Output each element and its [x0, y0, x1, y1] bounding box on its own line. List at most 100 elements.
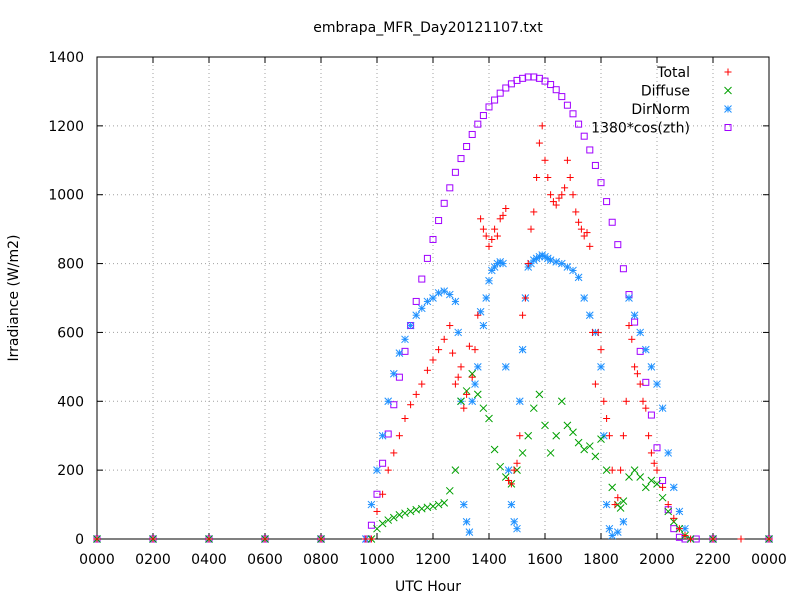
data-point-total [367, 535, 375, 543]
data-point-total [544, 174, 552, 181]
data-point-diffuse [445, 486, 454, 495]
data-point-1380-cos-zth [440, 199, 448, 207]
x-axis-label: UTC Hour [395, 579, 461, 595]
data-point-total [524, 260, 532, 268]
data-point-total [636, 380, 644, 388]
data-point-total [681, 532, 689, 540]
data-point-diffuse [602, 466, 611, 474]
data-point-dirnorm [510, 517, 519, 526]
data-point-dirnorm [507, 500, 516, 509]
data-point-total [527, 225, 535, 233]
data-point-dirnorm [602, 500, 611, 509]
data-point-1380-cos-zth [496, 89, 504, 97]
data-point-1380-cos-zth [435, 217, 443, 225]
data-point-total [664, 501, 672, 509]
data-point-1380-cos-zth [653, 444, 661, 452]
data-point-diffuse [451, 466, 460, 474]
data-point-total [633, 370, 641, 378]
data-point-diffuse [406, 507, 415, 516]
data-point-1380-cos-zth [502, 84, 510, 92]
data-point-diffuse [580, 445, 589, 454]
data-point-diffuse [658, 493, 667, 502]
data-point-diffuse [524, 431, 533, 440]
data-point-total [622, 397, 630, 405]
x-tick-label: 0000 [751, 552, 787, 568]
data-point-dirnorm [459, 500, 468, 509]
data-point-1380-cos-zth [552, 86, 560, 94]
data-point-total [379, 490, 387, 498]
series-diffuse [93, 369, 773, 543]
data-point-total [631, 363, 639, 371]
data-point-total [491, 225, 499, 233]
y-tick-label: 0 [75, 532, 84, 548]
legend-marker-diffuse [724, 86, 732, 95]
data-point-dirnorm [471, 380, 479, 388]
data-point-1380-cos-zth [597, 179, 605, 187]
data-point-dirnorm [580, 294, 589, 302]
data-point-dirnorm [669, 483, 678, 492]
data-point-dirnorm [546, 256, 555, 264]
data-point-dirnorm [454, 328, 463, 337]
data-point-total [384, 466, 392, 474]
data-point-total [502, 204, 510, 212]
data-point-total [572, 208, 580, 216]
y-tick-label: 1200 [48, 119, 84, 135]
data-point-total [594, 328, 602, 336]
data-point-total [513, 459, 521, 467]
data-point-total [521, 294, 529, 302]
data-point-dirnorm [513, 524, 521, 533]
data-point-total [457, 363, 465, 371]
data-point-total [558, 191, 566, 199]
data-point-total [737, 535, 745, 543]
y-tick-label: 400 [57, 394, 84, 410]
data-point-dirnorm [664, 449, 673, 457]
data-point-1380-cos-zth [575, 120, 583, 128]
x-tick-label: 1800 [583, 552, 619, 568]
data-point-total [477, 215, 485, 223]
data-point-diffuse [490, 445, 499, 454]
data-point-dirnorm [485, 276, 493, 285]
data-point-1380-cos-zth [659, 476, 667, 484]
data-point-total [440, 335, 448, 343]
data-point-dirnorm [479, 321, 488, 330]
data-point-total [619, 432, 627, 440]
data-point-total [608, 466, 616, 474]
y-tick-label: 1400 [48, 50, 84, 66]
data-point-1380-cos-zth [569, 110, 577, 118]
y-tick-label: 800 [57, 257, 84, 273]
data-point-dirnorm [401, 335, 409, 344]
data-point-total [449, 349, 457, 357]
data-point-total [482, 232, 490, 240]
data-point-dirnorm [518, 345, 527, 354]
data-point-total [611, 501, 619, 509]
legend-marker-1380-cos-zth [724, 124, 732, 131]
data-point-dirnorm [465, 528, 474, 536]
data-point-dirnorm [574, 273, 583, 282]
data-point-dirnorm [482, 294, 491, 302]
data-point-diffuse [395, 511, 404, 519]
data-point-1380-cos-zth [367, 521, 375, 529]
data-point-total [373, 507, 381, 515]
data-point-dirnorm [625, 294, 633, 302]
data-point-1380-cos-zth [474, 120, 482, 128]
data-point-dirnorm [613, 528, 622, 536]
data-point-total [93, 535, 101, 543]
data-point-1380-cos-zth [401, 347, 409, 355]
legend-label-1380-cos-zth: 1380*cos(zth) [591, 121, 690, 137]
data-point-dirnorm [630, 311, 639, 320]
data-point-total [261, 535, 269, 543]
data-point-diffuse [485, 414, 493, 423]
data-point-dirnorm [675, 507, 684, 516]
data-point-total [446, 322, 454, 330]
data-point-1380-cos-zth [547, 81, 555, 89]
data-point-total [507, 480, 515, 488]
data-point-dirnorm [619, 517, 628, 526]
data-point-total [653, 466, 661, 474]
data-point-diffuse [546, 449, 555, 457]
data-point-total [541, 156, 549, 164]
data-point-dirnorm [468, 397, 477, 406]
data-point-total [563, 156, 571, 164]
data-point-total [465, 342, 473, 350]
data-point-1380-cos-zth [423, 254, 431, 262]
data-point-total [675, 525, 683, 533]
